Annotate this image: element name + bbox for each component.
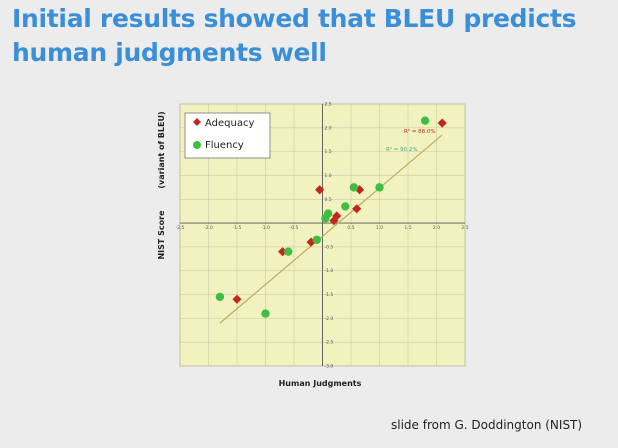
adequacy-point <box>437 118 447 128</box>
y-tick-label: 0.5 <box>325 197 332 203</box>
y-tick-label: 2.5 <box>325 102 332 108</box>
fluency-point <box>261 309 270 318</box>
adequacy-point <box>315 185 325 195</box>
fluency-point <box>349 183 359 192</box>
slide-title-line-1: Initial results showed that BLEU predict… <box>12 4 577 33</box>
adequacy-point <box>232 294 242 304</box>
fluency-point <box>312 235 321 244</box>
y-axis-label-main: NIST Score <box>157 210 166 260</box>
legend-fluency-marker <box>193 141 201 149</box>
x-tick-label: 1.5 <box>404 225 411 231</box>
fluency-point <box>375 183 384 192</box>
y-tick-label: 1.0 <box>325 173 332 179</box>
x-tick-label: -1.0 <box>261 225 270 231</box>
x-tick-label: 2.0 <box>433 225 440 231</box>
y-tick-label: -1.0 <box>325 268 334 274</box>
axes <box>180 104 465 366</box>
slide-title: Initial results showed that BLEU predict… <box>12 2 577 70</box>
y-tick-label: 2.0 <box>325 125 332 131</box>
slide-credit: slide from G. Doddington (NIST) <box>391 418 583 432</box>
x-tick-label: -2.5 <box>176 225 185 231</box>
fluency-point <box>284 247 293 256</box>
trendline <box>219 134 443 324</box>
y-tick-label: -0.5 <box>325 244 334 250</box>
slide-title-line-2: human judgments well <box>12 38 327 67</box>
x-tick-label: -1.5 <box>233 225 242 231</box>
y-tick-label: -2.5 <box>325 340 334 346</box>
fluency-point <box>420 116 430 125</box>
adequacy-point <box>332 211 342 221</box>
y-tick-label: -2.0 <box>325 316 334 322</box>
y-axis-label-sub: (variant of BLEU) <box>157 111 166 188</box>
data-points <box>215 116 447 318</box>
r2-adequacy-label: R² = 88.0% <box>404 128 436 135</box>
trendline-group <box>219 134 443 324</box>
x-tick-label: 0.5 <box>347 225 354 231</box>
adequacy-point <box>329 216 339 226</box>
x-tick-label: 1.0 <box>376 225 383 231</box>
adequacy-point <box>278 247 288 257</box>
x-tick-label: -0.5 <box>290 225 299 231</box>
legend-adequacy-label: Adequacy <box>205 118 254 129</box>
y-tick-label: -3.0 <box>325 364 334 370</box>
legend-adequacy-marker <box>193 118 201 126</box>
fluency-point <box>324 209 333 218</box>
x-tick-label: -2.0 <box>204 225 213 231</box>
fluency-point <box>215 292 225 302</box>
legend: Adequacy Fluency <box>184 112 271 159</box>
adequacy-point <box>306 237 316 247</box>
y-tick-label: 1.5 <box>325 149 332 155</box>
x-axis-label: Human Judgments <box>279 379 362 388</box>
legend-fluency-label: Fluency <box>205 140 244 151</box>
adequacy-point <box>352 204 362 214</box>
fluency-point <box>341 202 350 211</box>
y-tick-label: -1.5 <box>325 292 334 298</box>
r2-fluency-label: R² = 90.2% <box>386 146 418 153</box>
tick-labels: -2.5 -2.0 -1.5 -1.0 -0.5 0.5 1.0 1.5 2.0 2.5 2.5 2.… <box>176 102 469 370</box>
x-tick-label: 2.5 <box>461 225 468 231</box>
